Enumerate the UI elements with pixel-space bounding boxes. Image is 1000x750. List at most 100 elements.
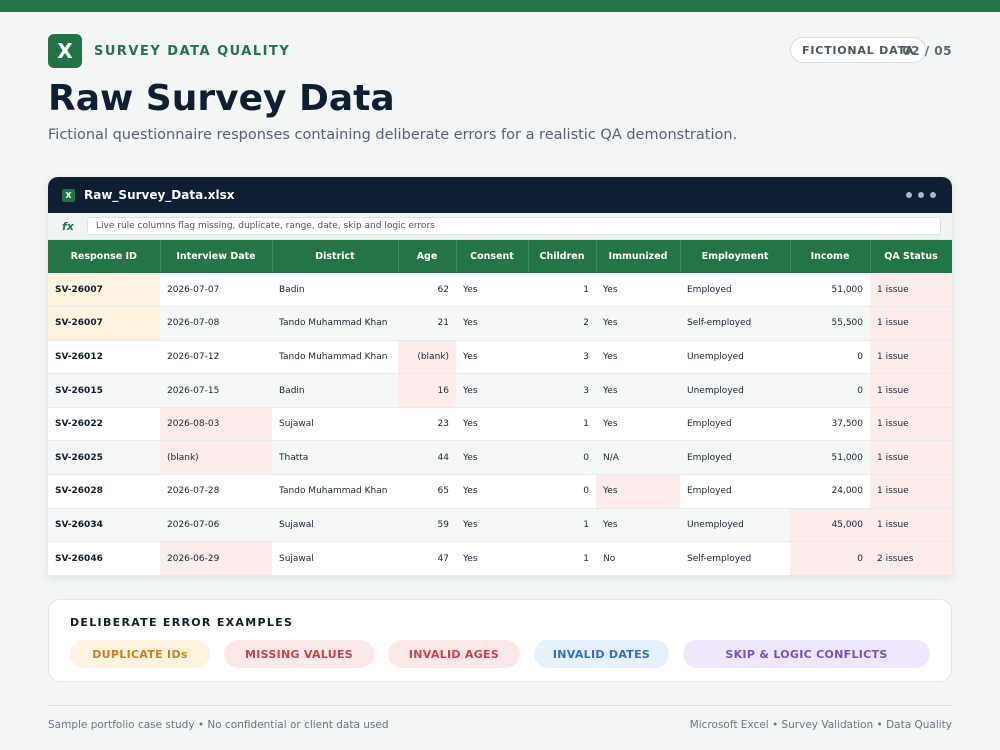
table-cell[interactable]: Yes: [456, 306, 528, 341]
table-cell[interactable]: 55,500: [790, 306, 870, 341]
table-cell[interactable]: Employed: [680, 407, 790, 442]
window-menu-dots-icon[interactable]: [906, 192, 936, 198]
table-cell[interactable]: 65: [398, 474, 456, 509]
table-cell[interactable]: Yes: [596, 340, 680, 375]
table-cell[interactable]: Yes: [456, 407, 528, 442]
table-cell[interactable]: 0: [790, 541, 870, 576]
column-header[interactable]: QA Status: [870, 240, 952, 273]
table-cell[interactable]: 62: [398, 273, 456, 308]
table-cell[interactable]: Employed: [680, 474, 790, 509]
table-cell[interactable]: 2026-07-08: [160, 306, 272, 341]
table-cell[interactable]: (blank): [398, 340, 456, 375]
table-cell[interactable]: Yes: [596, 474, 680, 509]
table-cell[interactable]: 2026-07-07: [160, 273, 272, 308]
table-cell[interactable]: 1: [528, 508, 596, 543]
table-cell[interactable]: (blank): [160, 440, 272, 476]
table-cell[interactable]: 37,500: [790, 407, 870, 442]
table-cell[interactable]: 1 issue: [870, 273, 952, 308]
table-cell[interactable]: 23: [398, 407, 456, 442]
column-header[interactable]: Income: [790, 240, 871, 273]
table-cell[interactable]: SV-26025: [48, 440, 160, 476]
table-cell[interactable]: SV-26007: [48, 306, 160, 341]
table-cell[interactable]: 1 issue: [870, 508, 952, 543]
table-cell[interactable]: Self-employed: [680, 306, 790, 341]
table-cell[interactable]: Yes: [596, 373, 680, 408]
table-cell[interactable]: Yes: [596, 407, 680, 442]
table-cell[interactable]: N/A: [596, 440, 680, 476]
table-cell[interactable]: Badin: [272, 373, 398, 408]
column-header[interactable]: District: [272, 240, 399, 273]
table-cell[interactable]: Tando Muhammad Khan: [272, 340, 398, 375]
pill-duplicate-ids[interactable]: DUPLICATE IDs: [70, 640, 210, 668]
table-cell[interactable]: Yes: [596, 306, 680, 341]
table-cell[interactable]: 59: [398, 508, 456, 543]
table-cell[interactable]: 1 issue: [870, 407, 952, 442]
table-cell[interactable]: 1: [528, 273, 596, 308]
table-cell[interactable]: 1: [528, 541, 596, 576]
table-cell[interactable]: SV-26022: [48, 407, 160, 442]
table-cell[interactable]: Tando Muhammad Khan: [272, 306, 398, 341]
table-cell[interactable]: SV-26015: [48, 373, 160, 408]
table-cell[interactable]: Yes: [596, 273, 680, 308]
table-cell[interactable]: 16: [398, 373, 456, 408]
table-cell[interactable]: Unemployed: [680, 340, 790, 375]
formula-input[interactable]: Live rule columns flag missing, duplicat…: [87, 217, 941, 235]
table-cell[interactable]: Employed: [680, 440, 790, 476]
table-cell[interactable]: 47: [398, 541, 456, 576]
table-cell[interactable]: 0: [790, 340, 870, 375]
pill-missing-values[interactable]: MISSING VALUES: [224, 640, 374, 668]
table-cell[interactable]: Employed: [680, 273, 790, 308]
table-cell[interactable]: 2026-06-29: [160, 541, 272, 576]
table-cell[interactable]: Sujawal: [272, 407, 398, 442]
table-cell[interactable]: Yes: [456, 474, 528, 509]
table-cell[interactable]: Unemployed: [680, 508, 790, 543]
table-cell[interactable]: Sujawal: [272, 508, 398, 543]
column-header[interactable]: Interview Date: [160, 240, 273, 273]
table-cell[interactable]: 3: [528, 373, 596, 408]
table-cell[interactable]: SV-26046: [48, 541, 160, 576]
table-cell[interactable]: 2026-07-12: [160, 340, 272, 375]
table-cell[interactable]: 0: [528, 474, 596, 509]
column-header[interactable]: Age: [398, 240, 457, 273]
table-cell[interactable]: 1 issue: [870, 373, 952, 408]
table-cell[interactable]: 1 issue: [870, 340, 952, 375]
column-header[interactable]: Response ID: [48, 240, 161, 273]
table-cell[interactable]: 1 issue: [870, 306, 952, 341]
column-header[interactable]: Employment: [680, 240, 791, 273]
table-cell[interactable]: 2: [528, 306, 596, 341]
table-cell[interactable]: Unemployed: [680, 373, 790, 408]
table-cell[interactable]: 2026-07-06: [160, 508, 272, 543]
table-cell[interactable]: 1 issue: [870, 440, 952, 476]
table-cell[interactable]: 24,000: [790, 474, 870, 509]
table-cell[interactable]: Yes: [596, 508, 680, 543]
column-header[interactable]: Consent: [456, 240, 529, 273]
table-cell[interactable]: No: [596, 541, 680, 576]
table-cell[interactable]: Sujawal: [272, 541, 398, 576]
table-cell[interactable]: 2026-07-15: [160, 373, 272, 408]
table-cell[interactable]: Yes: [456, 541, 528, 576]
table-cell[interactable]: Thatta: [272, 440, 398, 476]
table-cell[interactable]: Yes: [456, 273, 528, 308]
table-cell[interactable]: 21: [398, 306, 456, 341]
table-cell[interactable]: 0: [528, 440, 596, 476]
table-cell[interactable]: 51,000: [790, 440, 870, 476]
table-cell[interactable]: 1: [528, 407, 596, 442]
table-cell[interactable]: Badin: [272, 273, 398, 308]
table-cell[interactable]: 0: [790, 373, 870, 408]
table-cell[interactable]: 1 issue: [870, 474, 952, 509]
table-cell[interactable]: 44: [398, 440, 456, 476]
table-cell[interactable]: Yes: [456, 373, 528, 408]
table-cell[interactable]: SV-26007: [48, 273, 160, 308]
table-cell[interactable]: SV-26012: [48, 340, 160, 375]
table-cell[interactable]: Yes: [456, 340, 528, 375]
table-cell[interactable]: Tando Muhammad Khan: [272, 474, 398, 509]
table-cell[interactable]: SV-26028: [48, 474, 160, 509]
table-cell[interactable]: 2026-07-28: [160, 474, 272, 509]
table-cell[interactable]: 45,000: [790, 508, 870, 543]
column-header[interactable]: Immunized: [596, 240, 681, 273]
table-cell[interactable]: SV-26034: [48, 508, 160, 543]
table-cell[interactable]: 3: [528, 340, 596, 375]
table-cell[interactable]: Yes: [456, 508, 528, 543]
table-cell[interactable]: Self-employed: [680, 541, 790, 576]
column-header[interactable]: Children: [528, 240, 597, 273]
